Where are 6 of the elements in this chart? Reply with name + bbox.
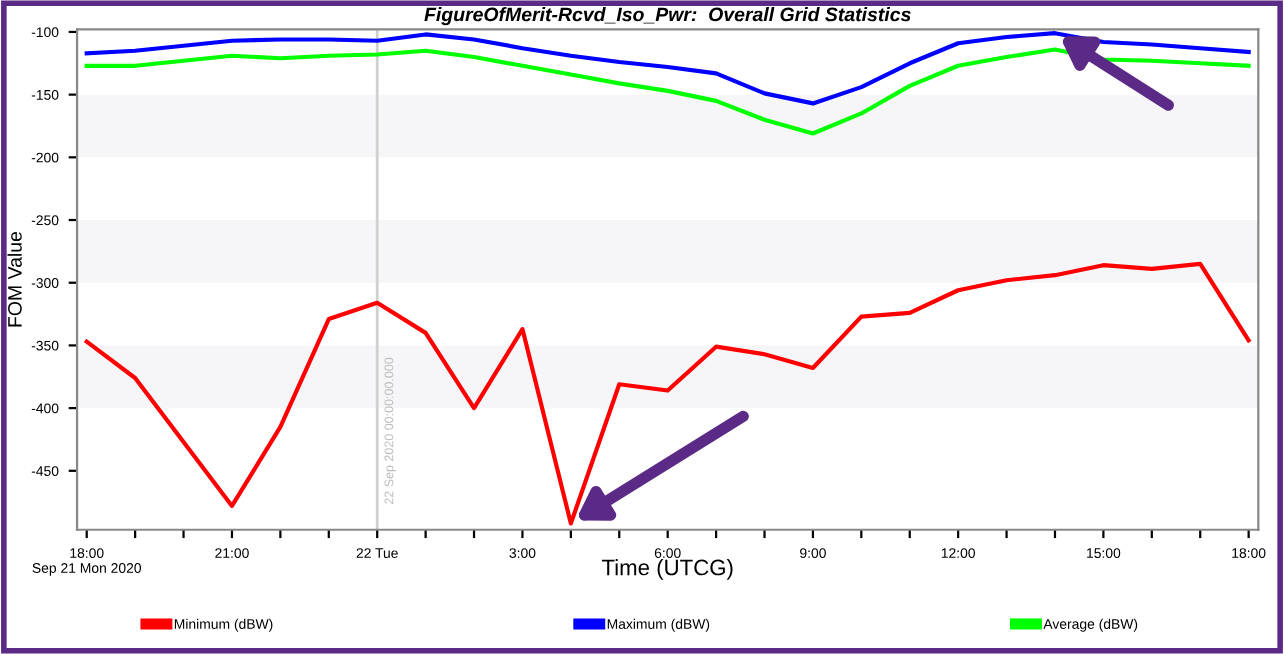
line-series xyxy=(84,47,1251,136)
chart-title: FigureOfMerit-Rcvd_Iso_Pwr: Overall Grid Statistics xyxy=(424,7,911,26)
x-axis-title: Time (UTCG) xyxy=(601,559,733,580)
line-series xyxy=(84,31,1251,106)
line-series xyxy=(84,261,1251,526)
y-axis-title: FOM Value xyxy=(7,232,22,327)
